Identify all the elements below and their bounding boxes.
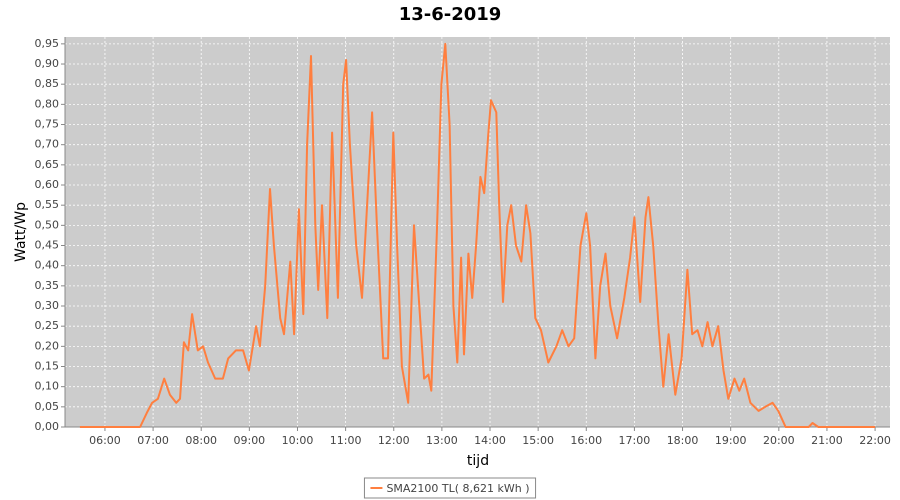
y-tick-label: 0,00 [35, 420, 60, 433]
y-tick-label: 0,35 [35, 279, 60, 292]
y-tick-label: 0,15 [35, 360, 60, 373]
y-tick-label: 0,50 [35, 218, 60, 231]
x-tick-label: 10:00 [282, 434, 314, 447]
x-tick-label: 06:00 [89, 434, 121, 447]
y-tick-label: 0,70 [35, 138, 60, 151]
x-axis-label: tijd [467, 453, 489, 469]
y-tick-label: 0,40 [35, 259, 60, 272]
x-tick-label: 20:00 [763, 434, 795, 447]
x-tick-label: 16:00 [570, 434, 602, 447]
y-tick-label: 0,65 [35, 158, 60, 171]
x-tick-label: 22:00 [859, 434, 891, 447]
x-tick-label: 09:00 [233, 434, 265, 447]
legend-label: SMA2100 TL( 8,621 kWh ) [386, 482, 529, 495]
x-tick-label: 19:00 [715, 434, 747, 447]
y-tick-label: 0,20 [35, 339, 60, 352]
x-tick-label: 18:00 [667, 434, 699, 447]
x-tick-label: 12:00 [378, 434, 410, 447]
y-tick-label: 0,45 [35, 239, 60, 252]
y-tick-label: 0,85 [35, 77, 60, 90]
y-tick-label: 0,55 [35, 198, 60, 211]
x-tick-label: 14:00 [474, 434, 506, 447]
y-tick-label: 0,80 [35, 97, 60, 110]
x-tick-label: 15:00 [522, 434, 554, 447]
x-tick-label: 11:00 [330, 434, 362, 447]
data-line [79, 42, 876, 428]
x-tick-label: 13:00 [426, 434, 458, 447]
legend: SMA2100 TL( 8,621 kWh ) [363, 477, 537, 499]
y-tick-label: 0,10 [35, 380, 60, 393]
y-tick-label: 0,90 [35, 57, 60, 70]
y-tick-label: 0,05 [35, 400, 60, 413]
y-tick-label: 0,60 [35, 178, 60, 191]
y-tick-label: 0,95 [35, 37, 60, 50]
x-tick-label: 17:00 [619, 434, 651, 447]
y-tick-label: 0,30 [35, 299, 60, 312]
chart-title: 13-6-2019 [399, 4, 502, 25]
legend-box [363, 477, 537, 499]
y-tick-label: 0,25 [35, 319, 60, 332]
x-tick-label: 21:00 [811, 434, 843, 447]
y-tick-label: 0,75 [35, 118, 60, 131]
x-tick-label: 08:00 [185, 434, 217, 447]
x-tick-label: 07:00 [137, 434, 169, 447]
y-axis-label: Watt/Wp [13, 202, 29, 262]
